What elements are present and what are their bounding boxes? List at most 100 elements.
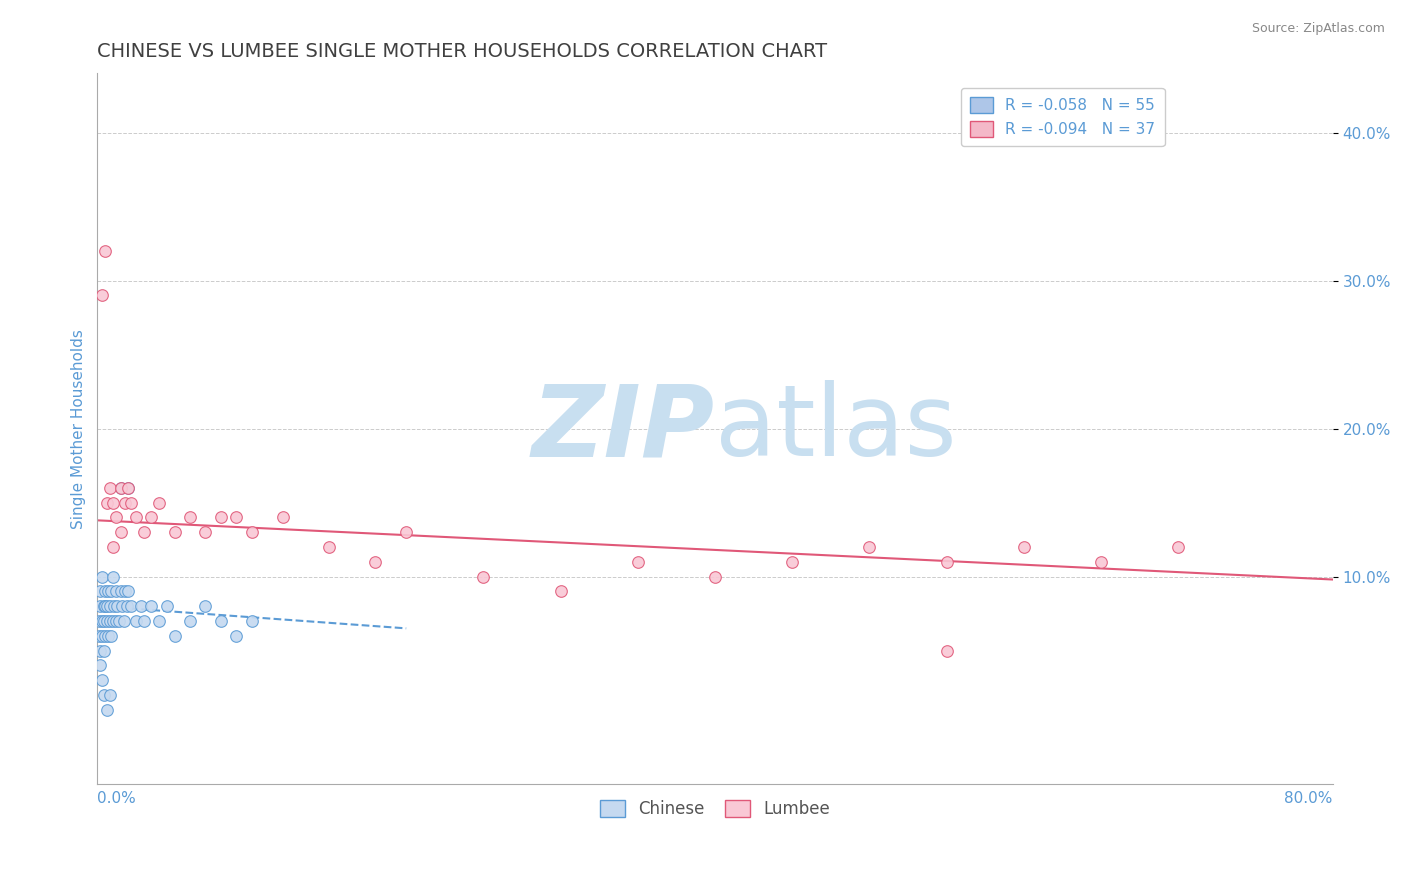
Text: 0.0%: 0.0%: [97, 791, 136, 806]
Point: [108, 614, 131, 628]
Point: [93, 688, 115, 702]
Point: [93, 643, 115, 657]
Point: [132, 614, 155, 628]
Point: [1090, 555, 1112, 569]
Point: [91, 569, 114, 583]
Point: [110, 481, 132, 495]
Point: [104, 584, 127, 599]
Point: [209, 614, 232, 628]
Point: [179, 614, 201, 628]
Point: [148, 495, 170, 509]
Point: [97, 629, 120, 643]
Point: [120, 495, 142, 509]
Point: [110, 481, 132, 495]
Point: [98, 599, 121, 614]
Point: [194, 525, 217, 540]
Point: [89, 643, 111, 657]
Point: [98, 481, 121, 495]
Point: [93, 614, 115, 628]
Point: [148, 614, 170, 628]
Point: [104, 614, 127, 628]
Point: [627, 555, 650, 569]
Point: [364, 555, 387, 569]
Point: [225, 629, 247, 643]
Point: [98, 614, 121, 628]
Point: [114, 584, 136, 599]
Point: [101, 614, 124, 628]
Point: [141, 510, 163, 524]
Point: [104, 510, 127, 524]
Point: [935, 555, 957, 569]
Point: [89, 658, 111, 673]
Point: [179, 510, 201, 524]
Point: [101, 569, 124, 583]
Point: [550, 584, 572, 599]
Point: [94, 244, 117, 258]
Point: [87, 614, 110, 628]
Point: [110, 584, 132, 599]
Point: [96, 495, 118, 509]
Point: [96, 599, 118, 614]
Point: [163, 525, 186, 540]
Point: [115, 599, 138, 614]
Point: [93, 599, 115, 614]
Point: [91, 614, 114, 628]
Point: [87, 629, 110, 643]
Point: [112, 614, 135, 628]
Point: [780, 555, 803, 569]
Point: [318, 540, 340, 554]
Point: [125, 510, 148, 524]
Point: [110, 525, 132, 540]
Point: [91, 629, 114, 643]
Point: [1167, 540, 1189, 554]
Point: [101, 540, 124, 554]
Point: [89, 599, 111, 614]
Point: [101, 495, 124, 509]
Point: [91, 288, 114, 302]
Y-axis label: Single Mother Households: Single Mother Households: [72, 328, 86, 529]
Legend: Chinese, Lumbee: Chinese, Lumbee: [593, 794, 837, 825]
Point: [114, 495, 136, 509]
Point: [111, 599, 134, 614]
Point: [117, 481, 139, 495]
Point: [240, 525, 263, 540]
Point: [117, 481, 139, 495]
Point: [163, 629, 186, 643]
Point: [100, 584, 122, 599]
Point: [89, 584, 111, 599]
Point: [117, 584, 139, 599]
Point: [132, 525, 155, 540]
Point: [1012, 540, 1035, 554]
Point: [91, 673, 114, 687]
Point: [94, 584, 117, 599]
Text: ZIP: ZIP: [531, 380, 716, 477]
Point: [704, 569, 727, 583]
Point: [240, 614, 263, 628]
Point: [96, 703, 118, 717]
Point: [935, 643, 957, 657]
Point: [858, 540, 880, 554]
Point: [225, 510, 247, 524]
Point: [120, 599, 142, 614]
Point: [141, 599, 163, 614]
Point: [209, 510, 232, 524]
Point: [125, 614, 148, 628]
Point: [97, 584, 120, 599]
Point: [103, 599, 125, 614]
Point: [395, 525, 418, 540]
Point: [129, 599, 152, 614]
Point: [100, 629, 122, 643]
Point: [156, 599, 179, 614]
Point: [107, 599, 129, 614]
Point: [94, 629, 117, 643]
Point: [194, 599, 217, 614]
Point: [98, 688, 121, 702]
Point: [96, 614, 118, 628]
Point: [472, 569, 495, 583]
Text: atlas: atlas: [716, 380, 956, 477]
Text: CHINESE VS LUMBEE SINGLE MOTHER HOUSEHOLDS CORRELATION CHART: CHINESE VS LUMBEE SINGLE MOTHER HOUSEHOL…: [97, 42, 828, 61]
Point: [271, 510, 294, 524]
Text: Source: ZipAtlas.com: Source: ZipAtlas.com: [1251, 22, 1385, 36]
Point: [94, 599, 117, 614]
Text: 80.0%: 80.0%: [1285, 791, 1333, 806]
